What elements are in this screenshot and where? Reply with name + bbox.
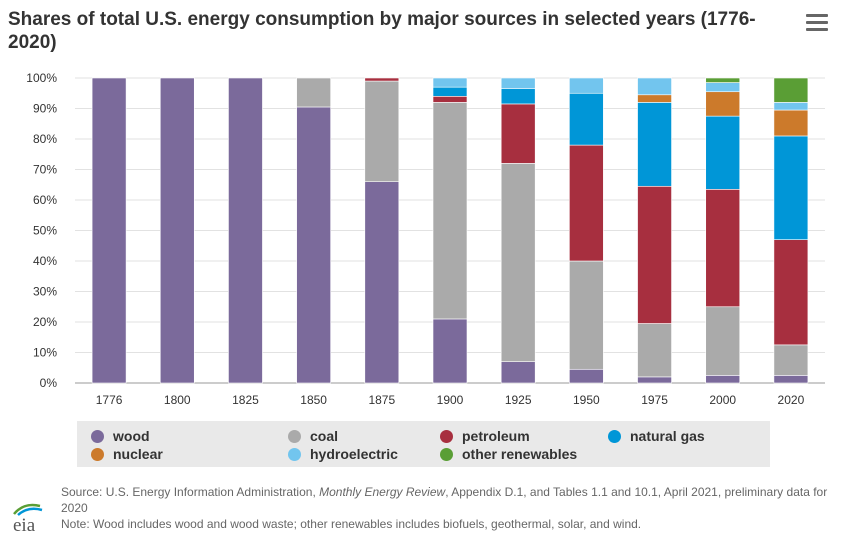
bar-segment-wood-1800[interactable] — [159, 77, 195, 384]
eia-logo: eia — [13, 503, 43, 536]
x-tick-label: 1950 — [573, 393, 600, 407]
bar-segment-natural-gas-2020[interactable] — [773, 135, 809, 240]
bar-segment-other-renewables-2000[interactable] — [705, 77, 741, 83]
legend-swatch — [288, 429, 301, 443]
legend-label: petroleum — [462, 428, 530, 444]
legend-item-hydroelectric[interactable]: hydroelectric — [288, 445, 398, 463]
bar-segment-hydroelectric-2020[interactable] — [773, 102, 809, 111]
hamburger-menu-icon[interactable] — [806, 14, 828, 32]
bars — [91, 77, 809, 384]
legend-item-nuclear[interactable]: nuclear — [91, 445, 163, 463]
bar-segment-petroleum-1950[interactable] — [569, 144, 604, 262]
bar-segment-hydroelectric-2000[interactable] — [705, 82, 741, 93]
y-tick-label: 40% — [33, 254, 57, 268]
x-tick-label: 2020 — [778, 393, 805, 407]
x-tick-label: 1900 — [437, 393, 464, 407]
x-tick-label: 1825 — [232, 393, 259, 407]
bar-segment-wood-1776[interactable] — [91, 77, 127, 384]
bar-segment-petroleum-1900[interactable] — [432, 96, 468, 103]
bar-segment-wood-1900[interactable] — [432, 318, 468, 384]
x-tick-label: 2000 — [709, 393, 736, 407]
y-tick-label: 20% — [33, 315, 57, 329]
bar-segment-natural-gas-1900[interactable] — [432, 86, 468, 97]
source-text: Source: U.S. Energy Information Administ… — [61, 485, 828, 515]
y-axis-ticks: 0% 10% 20% 30% 40% 50% 60% 70% 80% 90% 100% — [26, 71, 57, 390]
footer: Source: U.S. Energy Information Administ… — [61, 484, 841, 532]
bar-segment-nuclear-1975[interactable] — [637, 94, 672, 103]
legend-label: natural gas — [630, 428, 705, 444]
note-text: Note: Wood includes wood and wood waste;… — [61, 517, 642, 531]
bar-segment-petroleum-1925[interactable] — [500, 103, 536, 164]
y-tick-label: 0% — [40, 376, 58, 390]
svg-text:eia: eia — [13, 515, 36, 536]
legend-label: wood — [113, 428, 150, 444]
y-tick-label: 60% — [33, 193, 57, 207]
bar-segment-nuclear-2020[interactable] — [773, 109, 809, 137]
bar-segment-hydroelectric-1925[interactable] — [500, 77, 536, 89]
legend-item-petroleum[interactable]: petroleum — [440, 427, 530, 445]
bar-segment-coal-1975[interactable] — [637, 323, 672, 378]
legend-swatch — [440, 447, 453, 461]
bar-segment-coal-1925[interactable] — [500, 163, 536, 362]
chart-title: Shares of total U.S. energy consumption … — [8, 9, 756, 53]
x-axis-ticks: 1776 1800 1825 1850 1875 1900 1925 1950 1975 2000… — [96, 393, 805, 407]
legend-swatch — [608, 429, 621, 443]
y-tick-label: 50% — [33, 224, 57, 238]
y-tick-label: 100% — [26, 71, 57, 85]
bar-segment-wood-2020[interactable] — [773, 375, 809, 384]
x-tick-label: 1800 — [164, 393, 191, 407]
x-tick-label: 1925 — [505, 393, 532, 407]
y-tick-label: 30% — [33, 285, 57, 299]
bar-segment-wood-1850[interactable] — [296, 106, 331, 384]
legend-label: nuclear — [113, 446, 163, 462]
bar-segment-coal-2020[interactable] — [773, 344, 809, 376]
x-tick-label: 1850 — [300, 393, 327, 407]
bar-segment-coal-1950[interactable] — [569, 260, 604, 370]
y-tick-label: 70% — [33, 163, 57, 177]
legend-label: coal — [310, 428, 339, 444]
bar-segment-petroleum-2000[interactable] — [705, 189, 741, 308]
bar-segment-natural-gas-1950[interactable] — [569, 92, 604, 146]
bar-segment-wood-2000[interactable] — [705, 375, 741, 384]
x-tick-label: 1776 — [96, 393, 123, 407]
bar-segment-coal-2000[interactable] — [705, 306, 741, 376]
bar-segment-petroleum-1875[interactable] — [364, 77, 400, 82]
legend: wood coal petroleum natural gas nuclear hydro… — [77, 421, 770, 467]
stacked-bar-chart: 0% 10% 20% 30% 40% 50% 60% 70% 80% 90% 100% 1776 18… — [26, 71, 825, 407]
legend-item-wood[interactable]: wood — [91, 427, 150, 445]
legend-swatch — [91, 429, 104, 443]
y-tick-label: 90% — [33, 102, 57, 116]
bar-segment-wood-1950[interactable] — [569, 368, 604, 384]
bar-segment-coal-1875[interactable] — [364, 80, 400, 183]
legend-swatch — [440, 429, 453, 443]
bar-segment-wood-1975[interactable] — [637, 376, 672, 384]
bar-segment-nuclear-2000[interactable] — [705, 91, 741, 117]
y-tick-label: 10% — [33, 346, 57, 360]
legend-item-natural-gas[interactable]: natural gas — [608, 427, 705, 445]
bar-segment-other-renewables-2020[interactable] — [773, 77, 809, 103]
bar-segment-natural-gas-1925[interactable] — [500, 88, 536, 105]
bar-segment-petroleum-1975[interactable] — [637, 185, 672, 324]
bar-segment-natural-gas-1975[interactable] — [637, 102, 672, 187]
bar-segment-hydroelectric-1900[interactable] — [432, 77, 468, 88]
bar-segment-hydroelectric-1975[interactable] — [637, 77, 672, 96]
legend-item-coal[interactable]: coal — [288, 427, 338, 445]
bar-segment-coal-1850[interactable] — [296, 77, 331, 108]
bar-segment-hydroelectric-1950[interactable] — [569, 77, 604, 94]
x-tick-label: 1875 — [368, 393, 395, 407]
bar-segment-natural-gas-2000[interactable] — [705, 115, 741, 190]
y-tick-label: 80% — [33, 132, 57, 146]
bar-segment-wood-1825[interactable] — [228, 77, 263, 384]
bar-segment-petroleum-2020[interactable] — [773, 239, 809, 346]
bar-segment-coal-1900[interactable] — [432, 102, 468, 320]
bar-segment-wood-1875[interactable] — [364, 181, 400, 384]
legend-label: other renewables — [462, 446, 578, 462]
legend-label: hydroelectric — [310, 446, 398, 462]
legend-item-other-renewables[interactable]: other renewables — [440, 445, 577, 463]
legend-swatch — [91, 447, 104, 461]
bar-segment-wood-1925[interactable] — [500, 361, 536, 384]
legend-swatch — [288, 447, 301, 461]
x-tick-label: 1975 — [641, 393, 668, 407]
